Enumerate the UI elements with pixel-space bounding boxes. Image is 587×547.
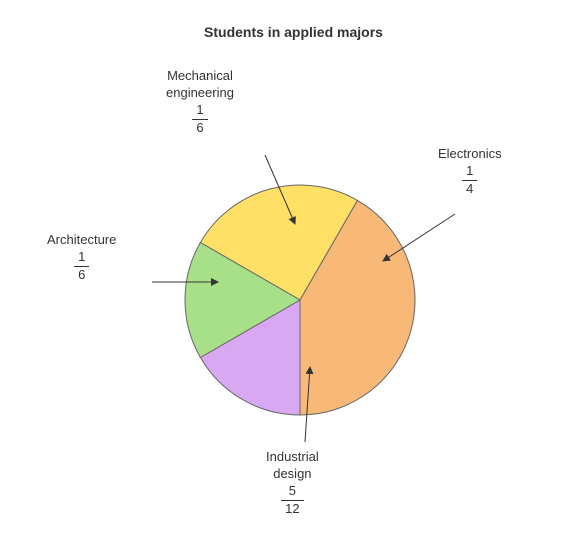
- slice-fraction: 1 4: [462, 163, 477, 198]
- slice-label-text: Architecture: [47, 232, 116, 247]
- slice-label: Architecture 1 6: [47, 232, 116, 284]
- slice-fraction: 1 6: [192, 102, 207, 137]
- slice-label-text: Industrialdesign: [266, 449, 319, 481]
- slice-label: Mechanicalengineering 1 6: [166, 68, 234, 137]
- fraction-denominator: 12: [281, 501, 303, 518]
- fraction-numerator: 5: [281, 483, 303, 501]
- fraction-numerator: 1: [462, 163, 477, 181]
- slice-label: Electronics 1 4: [438, 146, 502, 198]
- slice-fraction: 5 12: [281, 483, 303, 518]
- slice-label: Industrialdesign 5 12: [266, 449, 319, 518]
- fraction-numerator: 1: [74, 249, 89, 267]
- fraction-numerator: 1: [192, 102, 207, 120]
- fraction-denominator: 4: [462, 181, 477, 198]
- slice-label-text: Electronics: [438, 146, 502, 161]
- fraction-denominator: 6: [192, 120, 207, 137]
- slice-label-text: Mechanicalengineering: [166, 68, 234, 100]
- fraction-denominator: 6: [74, 267, 89, 284]
- pie-chart: Students in applied majors Electronics 1…: [0, 0, 587, 547]
- slice-fraction: 1 6: [74, 249, 89, 284]
